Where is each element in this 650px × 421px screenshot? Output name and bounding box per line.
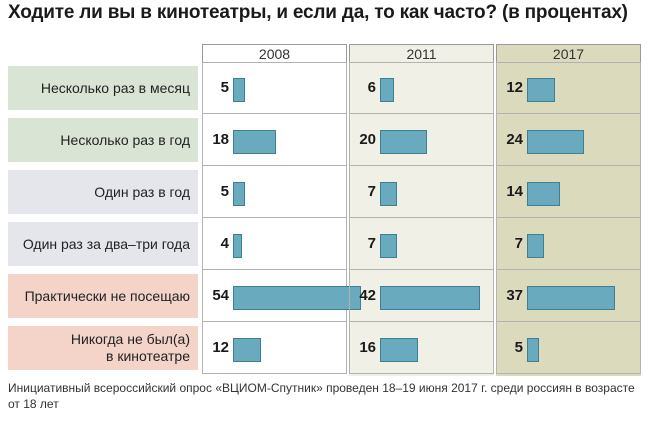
data-cell [496, 166, 641, 218]
data-cell [349, 322, 494, 374]
bar [233, 338, 261, 362]
data-cell [496, 322, 641, 374]
data-label: 5 [514, 339, 523, 356]
bar [233, 234, 242, 258]
year-header-2008: 2008 [202, 44, 347, 62]
bar [527, 234, 544, 258]
data-cell [349, 114, 494, 166]
year-column-bg-2011 [349, 44, 494, 376]
data-label: 7 [367, 183, 376, 200]
bar [233, 130, 276, 154]
source-note: Инициативный всероссийский опрос «ВЦИОМ-… [8, 381, 635, 411]
row-label: Несколько раз в год [8, 118, 198, 162]
data-label: 16 [359, 339, 376, 356]
data-label: 6 [367, 79, 376, 96]
row-label: Никогда не был(а) в кинотеатре [8, 326, 198, 370]
bar [527, 338, 539, 362]
chart-title: Ходите ли вы в кинотеатры, и если да, то… [8, 2, 628, 23]
row-label: Практически не посещаю [8, 274, 198, 318]
bar [233, 286, 361, 310]
data-cell [496, 114, 641, 166]
year-header-2011: 2011 [349, 44, 494, 62]
bar [380, 78, 394, 102]
year-column-bg-2017 [496, 44, 641, 376]
bar [233, 78, 245, 102]
data-label: 4 [220, 235, 229, 252]
data-cell [349, 62, 494, 114]
data-cell [496, 62, 641, 114]
data-label: 24 [506, 131, 523, 148]
bar [233, 182, 245, 206]
data-label: 7 [514, 235, 523, 252]
data-cell [496, 218, 641, 270]
bar [527, 130, 584, 154]
data-cell [349, 218, 494, 270]
data-cell [349, 270, 494, 322]
bar [380, 286, 480, 310]
data-label: 14 [506, 183, 523, 200]
year-column-bg-2008 [202, 44, 347, 376]
data-label: 12 [212, 339, 229, 356]
data-cell [202, 62, 347, 114]
year-header-2017: 2017 [496, 44, 641, 62]
bar [380, 182, 397, 206]
row-label: Один раз в год [8, 170, 198, 214]
data-label: 5 [220, 183, 229, 200]
data-cell [349, 166, 494, 218]
data-label: 7 [367, 235, 376, 252]
data-cell [202, 322, 347, 374]
bar [527, 182, 560, 206]
data-label: 5 [220, 79, 229, 96]
bar [380, 338, 418, 362]
row-label: Несколько раз в месяц [8, 66, 198, 110]
data-label: 18 [212, 131, 229, 148]
row-label-text: Никогда не был(а) в кинотеатре [70, 331, 190, 364]
data-cell [496, 270, 641, 322]
data-cell [202, 114, 347, 166]
data-label: 37 [506, 287, 523, 304]
bar [380, 234, 397, 258]
data-label: 20 [359, 131, 376, 148]
bar [380, 130, 427, 154]
data-label: 12 [506, 79, 523, 96]
row-label: Один раз за два–три года [8, 222, 198, 266]
bar [527, 78, 555, 102]
data-cell [202, 166, 347, 218]
data-label: 54 [212, 287, 229, 304]
bar [527, 286, 615, 310]
data-cell [202, 218, 347, 270]
data-label: 42 [359, 287, 376, 304]
